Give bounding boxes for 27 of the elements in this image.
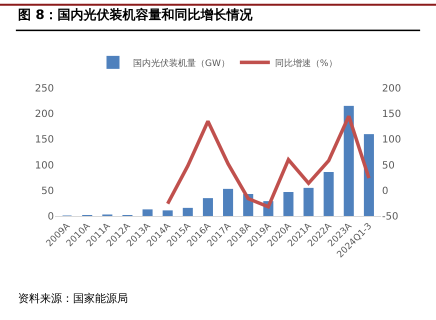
y2-tick-label: 200 — [382, 84, 402, 94]
bar — [324, 172, 334, 216]
bar — [182, 208, 193, 216]
y-tick-label: 200 — [34, 109, 54, 120]
y2-tick-label: 100 — [382, 134, 402, 146]
y2-tick-label: -50 — [382, 212, 398, 222]
y-tick-label: 0 — [48, 212, 54, 222]
y2-tick-label: 50 — [382, 160, 395, 172]
legend-label: 同比增速（%） — [274, 58, 338, 69]
text: 资料来源：国家能源局 — [18, 292, 128, 305]
y-tick-label: 50 — [41, 186, 54, 197]
y-tick-label: 250 — [34, 84, 54, 94]
bar — [142, 209, 153, 216]
bar — [344, 106, 354, 216]
line-series — [166, 114, 371, 209]
y2-tick-label: 0 — [382, 186, 388, 197]
bar — [202, 198, 213, 216]
bar — [283, 192, 294, 216]
bar — [364, 134, 374, 216]
bar — [223, 188, 234, 216]
y2-tick-label: 150 — [382, 109, 402, 120]
y-tick-label: 150 — [34, 134, 54, 146]
legend-label: 国内光伏装机量（GW） — [133, 58, 230, 69]
bar — [162, 210, 173, 216]
bar — [304, 188, 314, 216]
y-tick-label: 100 — [34, 160, 54, 172]
chart-title: 图 8：国内光伏装机容量和同比增长情况 — [18, 7, 254, 23]
